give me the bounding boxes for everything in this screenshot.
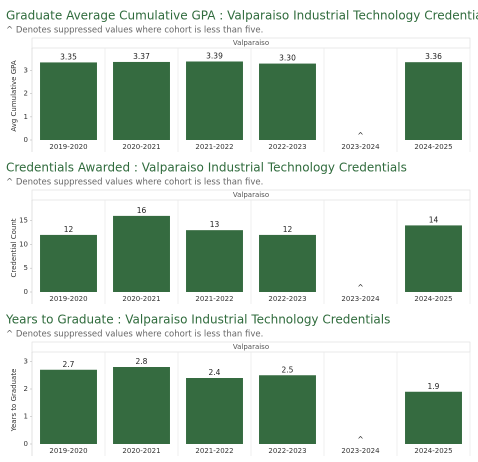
value-label: ^ xyxy=(357,435,363,444)
y-tick-label: 3 xyxy=(24,358,28,366)
y-tick-label: 1 xyxy=(24,113,28,121)
y-tick-label: 3 xyxy=(24,67,28,75)
value-label: 2.4 xyxy=(209,368,221,377)
chart-subtitle: ^ Denotes suppressed values where cohort… xyxy=(6,178,263,188)
value-label: 13 xyxy=(210,220,220,229)
x-tick-label: 2022-2023 xyxy=(268,295,306,303)
chart-title: Credentials Awarded : Valparaiso Industr… xyxy=(6,161,407,175)
value-label: 1.9 xyxy=(428,382,440,391)
value-label: 16 xyxy=(137,206,147,215)
bar xyxy=(259,63,316,140)
x-tick-label: 2019-2020 xyxy=(49,143,87,151)
x-tick-label: 2021-2022 xyxy=(195,143,233,151)
x-tick-label: 2020-2021 xyxy=(122,143,160,151)
value-label: 3.30 xyxy=(279,54,296,63)
chart-subtitle: ^ Denotes suppressed values where cohort… xyxy=(6,26,263,36)
x-tick-label: 2021-2022 xyxy=(195,295,233,303)
x-tick-label: 2024-2025 xyxy=(414,447,452,455)
bar xyxy=(40,369,97,444)
x-tick-label: 2019-2020 xyxy=(49,447,87,455)
bar xyxy=(40,234,97,292)
value-label: 3.37 xyxy=(133,52,150,61)
value-label: 14 xyxy=(429,215,439,224)
bar xyxy=(113,215,170,292)
value-label: ^ xyxy=(357,283,363,292)
panel-label: Valparaiso xyxy=(233,191,269,199)
chart-title: Years to Graduate : Valparaiso Industria… xyxy=(5,313,390,327)
value-label: 12 xyxy=(64,225,74,234)
y-tick-label: 15 xyxy=(19,217,28,225)
x-tick-label: 2022-2023 xyxy=(268,447,306,455)
x-tick-label: 2019-2020 xyxy=(49,295,87,303)
value-label: 2.8 xyxy=(136,357,148,366)
panel-label: Valparaiso xyxy=(233,39,269,47)
bar xyxy=(405,391,462,444)
chart-title: Graduate Average Cumulative GPA : Valpar… xyxy=(6,9,478,23)
y-axis-label: Avg Cumulative GPA xyxy=(10,60,18,132)
value-label: 3.39 xyxy=(206,51,223,60)
value-label: 2.7 xyxy=(63,360,75,369)
x-tick-label: 2020-2021 xyxy=(122,447,160,455)
bar xyxy=(186,61,243,140)
bar xyxy=(40,62,97,140)
bar xyxy=(259,234,316,292)
y-tick-label: 5 xyxy=(24,264,28,272)
y-axis-label: Years to Graduate xyxy=(10,369,18,433)
bar xyxy=(113,367,170,444)
y-tick-label: 2 xyxy=(24,385,28,393)
bar xyxy=(405,62,462,141)
value-label: ^ xyxy=(357,131,363,140)
x-tick-label: 2022-2023 xyxy=(268,143,306,151)
x-tick-label: 2020-2021 xyxy=(122,295,160,303)
bar xyxy=(405,225,462,292)
bar xyxy=(259,375,316,444)
bar xyxy=(186,378,243,444)
bar xyxy=(186,230,243,292)
value-label: 12 xyxy=(283,225,293,234)
x-tick-label: 2023-2024 xyxy=(341,295,380,303)
x-tick-label: 2021-2022 xyxy=(195,447,233,455)
panel-label: Valparaiso xyxy=(233,343,269,351)
x-tick-label: 2024-2025 xyxy=(414,295,452,303)
y-tick-label: 2 xyxy=(24,90,28,98)
x-tick-label: 2023-2024 xyxy=(341,447,380,455)
y-tick-label: 0 xyxy=(24,440,28,448)
y-tick-label: 10 xyxy=(19,240,28,248)
y-tick-label: 0 xyxy=(24,136,28,144)
x-tick-label: 2024-2025 xyxy=(414,143,452,151)
value-label: 2.5 xyxy=(282,365,294,374)
y-tick-label: 1 xyxy=(24,413,28,421)
y-tick-label: 0 xyxy=(24,288,28,296)
x-tick-label: 2023-2024 xyxy=(341,143,380,151)
chart-subtitle: ^ Denotes suppressed values where cohort… xyxy=(6,330,263,340)
y-axis-label: Credential Count xyxy=(10,218,18,277)
value-label: 3.35 xyxy=(60,52,77,61)
bar xyxy=(113,61,170,140)
value-label: 3.36 xyxy=(425,52,442,61)
